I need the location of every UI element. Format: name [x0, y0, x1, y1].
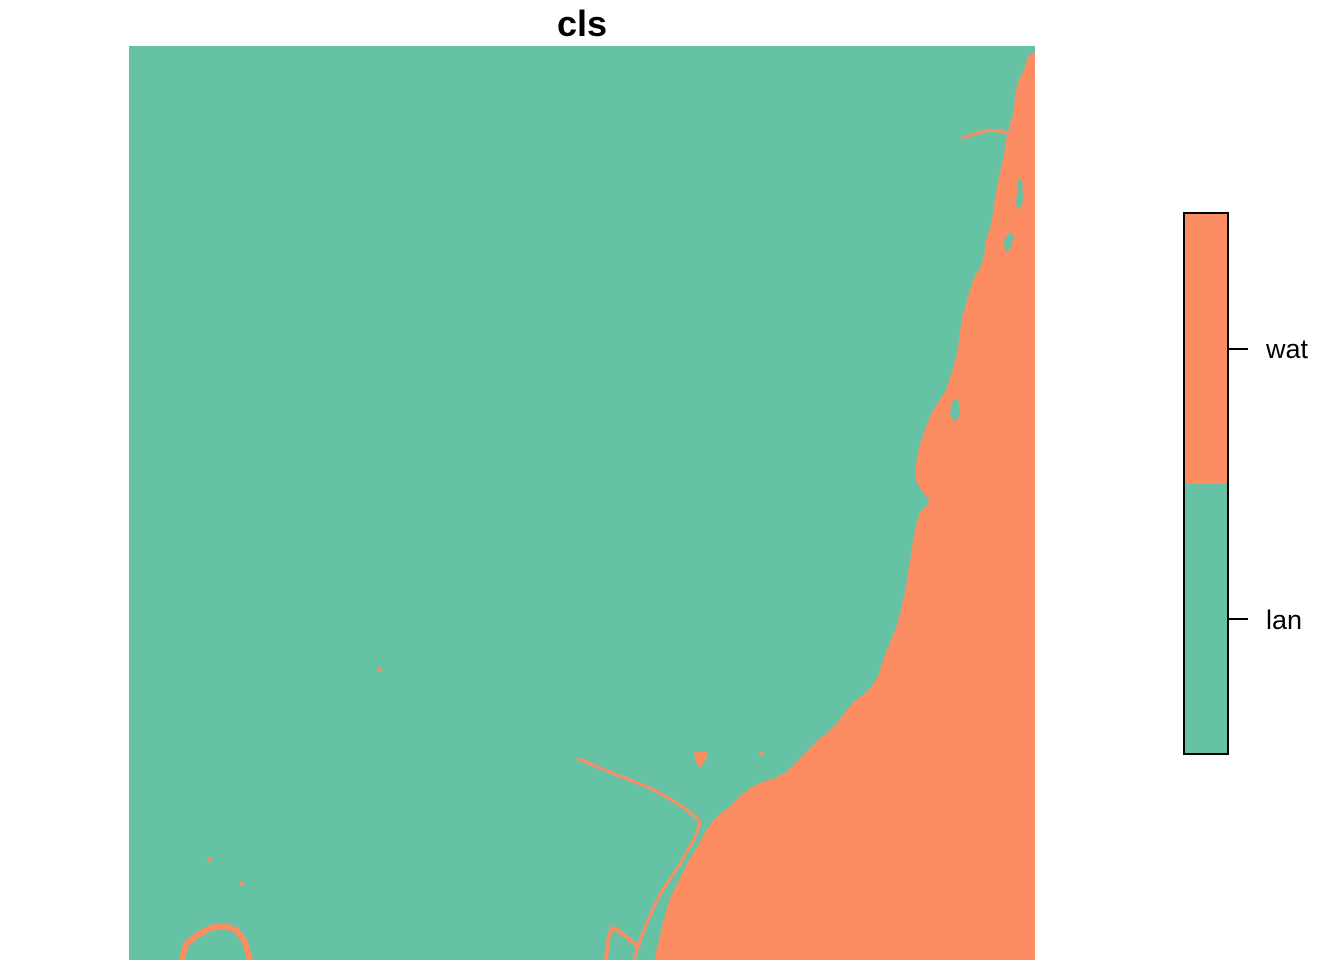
- small-pond: [377, 668, 381, 672]
- plot-title: cls: [556, 3, 608, 44]
- legend-swatch-wat: [1184, 213, 1228, 484]
- river-line: [576, 756, 702, 960]
- legend-frame: [1183, 212, 1229, 755]
- ocean-area: [655, 52, 1035, 960]
- northern-estuary: [961, 128, 1029, 148]
- southwest-lake-ring: [179, 922, 253, 960]
- southern-river-mouth: [604, 925, 642, 960]
- legend-swatch-lan: [1184, 484, 1228, 754]
- small-pond: [759, 752, 763, 756]
- small-pond: [207, 857, 211, 861]
- legend-label-lan: lan: [1266, 605, 1303, 635]
- small-pond: [240, 882, 244, 886]
- lake-feature: [694, 752, 708, 768]
- coastal-island-south: [1004, 232, 1014, 252]
- legend-label-wat: wat: [1266, 334, 1309, 364]
- legend: [1183, 212, 1248, 755]
- coastal-island-middle: [950, 398, 960, 422]
- coastal-island-north: [1016, 178, 1023, 210]
